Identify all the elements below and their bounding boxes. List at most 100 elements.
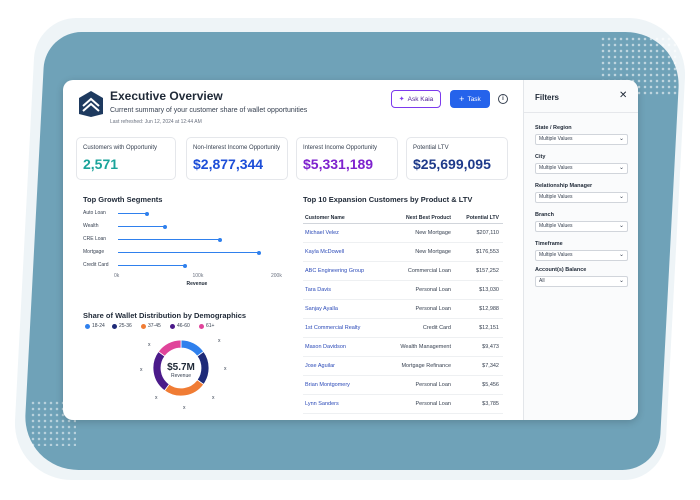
segment-point[interactable] <box>145 211 150 216</box>
next-best-product: Commercial Loan <box>407 268 451 274</box>
donut-marker: x <box>212 395 215 401</box>
page-title: Executive Overview <box>110 89 223 103</box>
kpi-label: Customers with Opportunity <box>83 145 158 151</box>
segment-point[interactable] <box>218 237 223 242</box>
legend-swatch <box>199 323 204 329</box>
divider <box>524 112 638 113</box>
info-icon[interactable]: i <box>498 94 508 104</box>
filter-select[interactable]: Multiple Values ⌄ <box>535 163 628 174</box>
segment-bar <box>118 213 148 214</box>
share-of-wallet-title: Share of Wallet Distribution by Demograp… <box>83 311 247 320</box>
potential-ltv: $5,456 <box>482 382 499 388</box>
decor-dots <box>682 220 690 370</box>
filter-select[interactable]: Multiple Values ⌄ <box>535 192 628 203</box>
legend-swatch <box>85 323 90 329</box>
dashboard-main: Executive Overview Current summary of yo… <box>63 80 523 420</box>
customer-name-link[interactable]: Lynn Sanders <box>305 401 339 407</box>
kpi-value: $2,877,344 <box>193 156 264 172</box>
table-row[interactable]: Michael Velez New Mortgage $207,110 <box>303 224 503 243</box>
chevron-down-icon: ⌄ <box>618 252 624 258</box>
segment-point[interactable] <box>182 263 187 268</box>
kpi-label: Interest Income Opportunity <box>303 145 378 151</box>
chevron-down-icon: ⌄ <box>618 165 624 171</box>
customer-name-link[interactable]: 1st Commercial Realty <box>305 325 361 331</box>
filter-select-value: All <box>539 278 545 284</box>
donut-marker: x <box>183 405 186 411</box>
donut-center: $5.7M Revenue <box>146 362 216 379</box>
segment-label: Mortgage <box>83 249 105 255</box>
customer-name-link[interactable]: ABC Engineering Group <box>305 268 365 274</box>
x-tick-label: 0k <box>114 273 120 279</box>
customer-name-link[interactable]: Mason Davidson <box>305 344 346 350</box>
legend-item: 25-36 <box>112 323 132 329</box>
donut-center-value: $5.7M <box>167 362 195 373</box>
kpi-card-interest: Interest Income Opportunity $5,331,189 <box>296 137 398 180</box>
potential-ltv: $9,473 <box>482 344 499 350</box>
potential-ltv: $176,553 <box>476 249 499 255</box>
column-header-ltv[interactable]: Potential LTV <box>466 215 499 221</box>
x-tick-label: 100k <box>192 273 204 279</box>
filters-panel: Filters ✕ State / Region Multiple Values ⌄… <box>523 80 638 420</box>
segment-bar <box>118 226 166 227</box>
filter-select-value: Multiple Values <box>539 136 573 142</box>
column-header-product[interactable]: Next Best Product <box>406 215 451 221</box>
filter-select[interactable]: Multiple Values ⌄ <box>535 221 628 232</box>
kpi-card-customers: Customers with Opportunity 2,571 <box>76 137 176 180</box>
donut-slice[interactable] <box>163 379 205 397</box>
legend-swatch <box>170 323 175 329</box>
next-best-product: Personal Loan <box>415 382 451 388</box>
filter-select-value: Multiple Values <box>539 165 573 171</box>
customer-name-link[interactable]: Jose Aguilar <box>305 363 335 369</box>
legend-item: 37-45 <box>141 323 161 329</box>
kpi-value: $25,699,095 <box>413 156 491 172</box>
filter-select-value: Multiple Values <box>539 194 573 200</box>
table-body: Michael Velez New Mortgage $207,110 Kayla M… <box>303 224 503 414</box>
next-best-product: New Mortgage <box>415 230 451 236</box>
donut-slice[interactable] <box>157 339 182 357</box>
customer-name-link[interactable]: Kayla McDowell <box>305 249 345 255</box>
customer-name-link[interactable]: Sanjay Ayalla <box>305 306 338 312</box>
donut-center-label: Revenue <box>170 373 191 379</box>
close-icon[interactable]: ✕ <box>619 90 628 101</box>
kpi-card-non-interest: Non-Interest Income Opportunity $2,877,3… <box>186 137 288 180</box>
ask-kaia-button[interactable]: ✦ Ask Kaia <box>391 90 441 108</box>
filter-select[interactable]: Multiple Values ⌄ <box>535 250 628 261</box>
chevron-down-icon: ⌄ <box>618 223 624 229</box>
filter-select[interactable]: Multiple Values ⌄ <box>535 134 628 145</box>
segment-point[interactable] <box>257 250 262 255</box>
legend-item: 61+ <box>199 323 214 329</box>
add-task-button[interactable]: + Task <box>450 90 490 108</box>
legend-label: 25-36 <box>119 323 132 329</box>
table-row[interactable]: Mason Davidson Wealth Management $9,473 <box>303 338 503 357</box>
table-row[interactable]: Kayla McDowell New Mortgage $176,553 <box>303 243 503 262</box>
next-best-product: Personal Loan <box>415 306 451 312</box>
table-row[interactable]: 1st Commercial Realty Credit Card $12,151 <box>303 319 503 338</box>
next-best-product: Credit Card <box>422 325 451 331</box>
table-row[interactable]: Sanjay Ayalla Personal Loan $12,988 <box>303 300 503 319</box>
table-row[interactable]: ABC Engineering Group Commercial Loan $157… <box>303 262 503 281</box>
table-row[interactable]: Jose Aguilar Mortgage Refinance $7,342 <box>303 357 503 376</box>
expansion-customers-table: Customer Name Next Best Product Potentia… <box>303 211 503 414</box>
filter-select[interactable]: All ⌄ <box>535 276 628 287</box>
chevron-down-icon: ⌄ <box>618 278 624 284</box>
table-row[interactable]: Lynn Sanders Personal Loan $3,785 <box>303 395 503 414</box>
table-row[interactable]: Tara Davis Personal Loan $13,030 <box>303 281 503 300</box>
x-tick-label: 200k <box>271 273 282 279</box>
kpi-label: Potential LTV <box>413 145 449 151</box>
customer-name-link[interactable]: Tara Davis <box>305 287 331 293</box>
plus-icon: + <box>459 93 465 104</box>
next-best-product: Mortgage Refinance <box>401 363 451 369</box>
column-header-customer[interactable]: Customer Name <box>305 215 345 221</box>
customer-name-link[interactable]: Michael Velez <box>305 230 339 236</box>
potential-ltv: $13,030 <box>479 287 499 293</box>
table-row[interactable]: Brian Montgomery Personal Loan $5,456 <box>303 376 503 395</box>
kpi-card-ltv: Potential LTV $25,699,095 <box>406 137 508 180</box>
legend-label: 61+ <box>206 323 215 329</box>
filter-label: Account(s) Balance <box>535 267 587 273</box>
brand-logo-icon <box>79 91 103 117</box>
segment-point[interactable] <box>163 224 168 229</box>
customer-name-link[interactable]: Brian Montgomery <box>305 382 350 388</box>
filter-select-value: Multiple Values <box>539 252 573 258</box>
legend-item: 18-24 <box>85 323 105 329</box>
